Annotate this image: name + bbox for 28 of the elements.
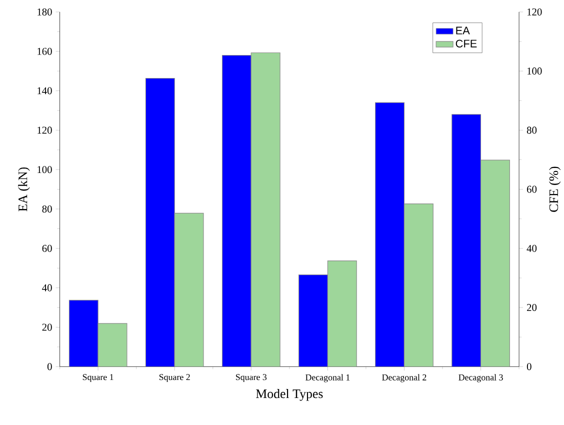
y2-tick-label: 60 xyxy=(527,186,537,193)
x-tick-label: Decagonal 3 xyxy=(458,374,503,382)
y2-tick-label: 20 xyxy=(527,304,537,311)
y-tick-label: 0 xyxy=(47,362,52,370)
y-axis-title: EA (kN) xyxy=(18,167,30,212)
y2-tick-label: 80 xyxy=(526,126,537,134)
x-axis-title: Model Types xyxy=(256,388,323,401)
y2-tick-label: 0 xyxy=(526,362,532,370)
y-tick-label: 180 xyxy=(38,8,52,16)
y2-axis-title: CFE (%) xyxy=(549,166,561,212)
y-tick-label: 100 xyxy=(38,166,52,173)
legend-label: EA xyxy=(456,26,470,34)
x-tick-label: Decagonal 1 xyxy=(306,374,350,382)
y-tick-label: 60 xyxy=(42,244,52,252)
y-tick-label: 160 xyxy=(38,48,52,55)
x-tick-label: Square 1 xyxy=(82,374,114,382)
y2-tick-label: 100 xyxy=(527,67,542,74)
y-tick-label: 120 xyxy=(38,126,52,134)
y-tick-label: 40 xyxy=(42,284,52,292)
y2-tick-label: 120 xyxy=(527,8,542,16)
y-tick-label: 80 xyxy=(42,205,52,212)
x-tick-label: Decagonal 2 xyxy=(382,374,426,382)
legend-label: CFE xyxy=(456,40,477,48)
y2-tick-label: 40 xyxy=(526,244,537,252)
x-tick-label: Square 2 xyxy=(159,374,190,382)
y-tick-label: 140 xyxy=(38,87,52,94)
x-tick-label: Square 3 xyxy=(236,374,267,382)
y-tick-label: 20 xyxy=(42,324,52,331)
